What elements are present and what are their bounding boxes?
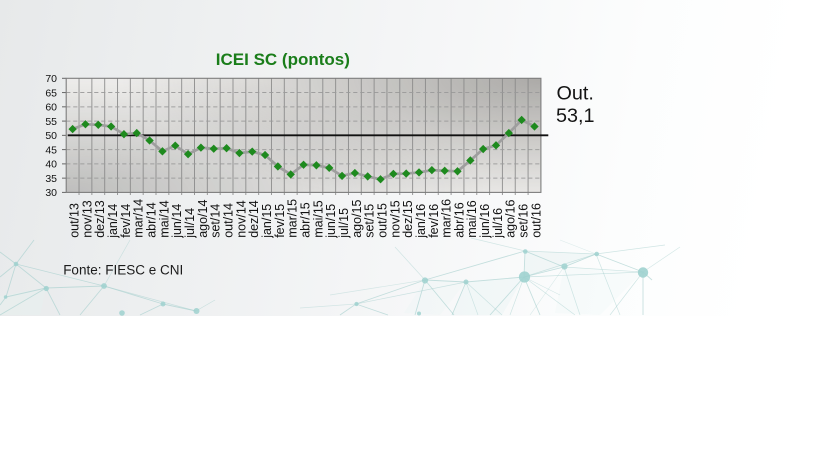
- svg-text:jan/16: jan/16: [414, 204, 428, 239]
- svg-text:nov/15: nov/15: [388, 200, 402, 238]
- svg-text:ago/15: ago/15: [350, 200, 364, 238]
- svg-text:dez/14: dez/14: [247, 200, 261, 238]
- svg-text:jun/15: jun/15: [324, 204, 338, 239]
- svg-text:abr/14: abr/14: [145, 202, 159, 237]
- svg-text:50: 50: [45, 130, 57, 142]
- svg-text:nov/13: nov/13: [80, 200, 94, 238]
- svg-text:set/15: set/15: [363, 204, 377, 238]
- svg-text:55: 55: [45, 116, 57, 128]
- svg-text:out/16: out/16: [529, 203, 543, 238]
- svg-text:45: 45: [45, 144, 57, 156]
- svg-text:Fonte: FIESC e CNI: Fonte: FIESC e CNI: [63, 262, 183, 277]
- svg-text:mai/16: mai/16: [465, 200, 479, 238]
- svg-text:out/15: out/15: [375, 203, 389, 238]
- svg-text:40: 40: [45, 159, 57, 171]
- svg-text:nov/14: nov/14: [234, 200, 248, 238]
- svg-text:Out.: Out.: [557, 83, 594, 105]
- svg-text:abr/15: abr/15: [298, 202, 312, 237]
- svg-text:70: 70: [45, 73, 57, 85]
- svg-text:jul/14: jul/14: [183, 208, 197, 239]
- svg-text:60: 60: [45, 102, 57, 114]
- svg-text:jan/14: jan/14: [106, 204, 120, 239]
- svg-text:out/13: out/13: [68, 203, 82, 238]
- svg-text:53,1: 53,1: [556, 105, 595, 127]
- svg-text:35: 35: [45, 173, 57, 185]
- svg-text:jun/16: jun/16: [478, 204, 492, 239]
- svg-text:dez/13: dez/13: [93, 200, 107, 238]
- svg-text:set/14: set/14: [209, 204, 223, 238]
- svg-text:dez/15: dez/15: [401, 200, 415, 238]
- svg-text:mai/14: mai/14: [157, 200, 171, 238]
- svg-text:out/14: out/14: [221, 203, 235, 238]
- svg-text:mar/14: mar/14: [132, 199, 146, 238]
- svg-text:jul/15: jul/15: [337, 208, 351, 239]
- svg-text:fev/16: fev/16: [427, 204, 441, 238]
- svg-text:30: 30: [45, 187, 57, 199]
- svg-text:ago/14: ago/14: [196, 200, 210, 238]
- svg-text:set/16: set/16: [517, 204, 531, 238]
- svg-text:jan/15: jan/15: [260, 204, 274, 239]
- svg-text:mar/16: mar/16: [440, 199, 454, 238]
- svg-text:mai/15: mai/15: [311, 200, 325, 238]
- svg-text:ago/16: ago/16: [504, 200, 518, 238]
- svg-text:jul/16: jul/16: [491, 208, 505, 239]
- svg-text:65: 65: [45, 87, 57, 99]
- svg-text:abr/16: abr/16: [452, 202, 466, 237]
- svg-text:ICEI SC (pontos): ICEI SC (pontos): [216, 50, 350, 69]
- svg-text:jun/14: jun/14: [170, 204, 184, 239]
- svg-text:fev/15: fev/15: [273, 204, 287, 238]
- svg-text:mar/15: mar/15: [286, 199, 300, 238]
- svg-text:fev/14: fev/14: [119, 204, 133, 238]
